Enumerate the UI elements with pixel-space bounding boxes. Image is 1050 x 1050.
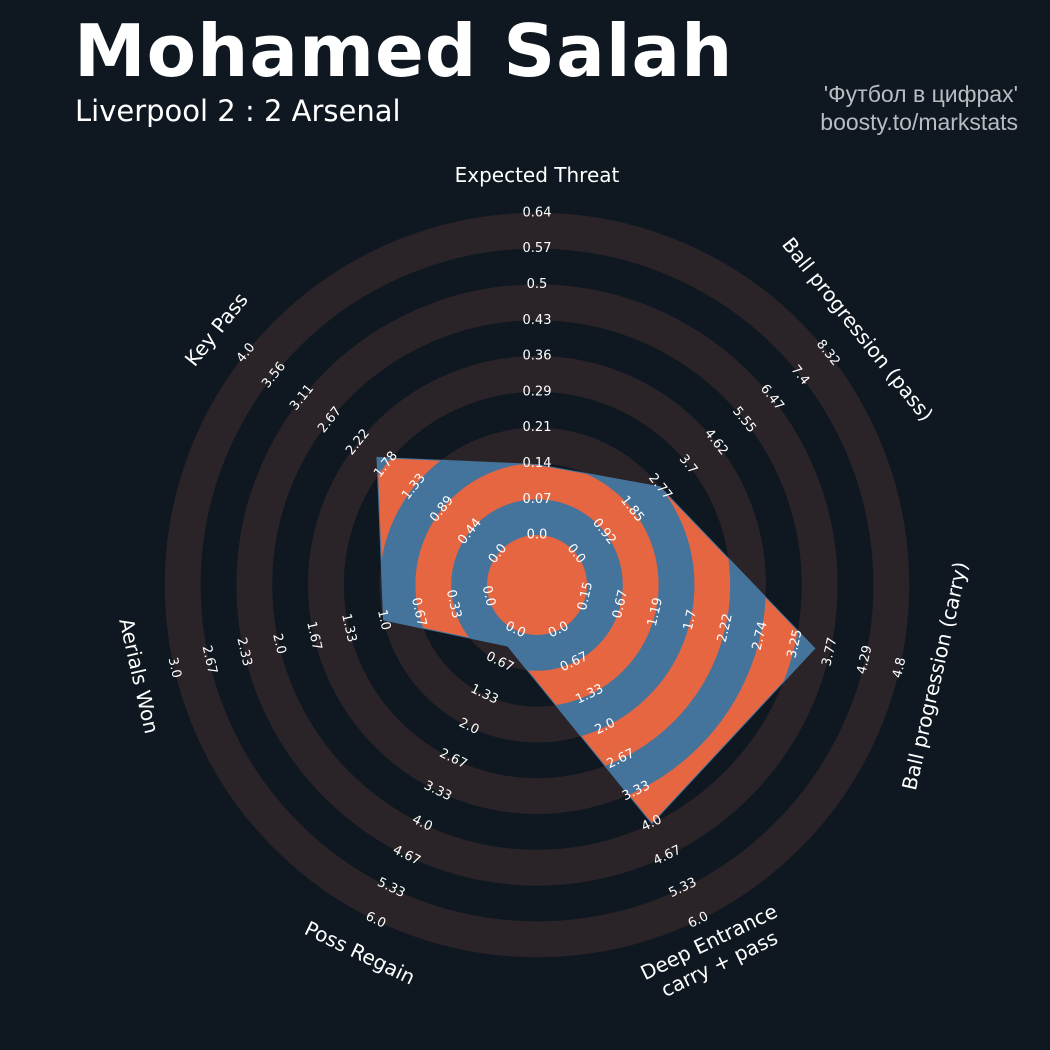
- tick-label: 0.07: [523, 492, 552, 507]
- tick-label: 4.29: [854, 644, 875, 676]
- tick-label: 0.29: [523, 384, 552, 399]
- tick-label: 3.25: [785, 628, 806, 660]
- tick-label: 2.0: [269, 632, 288, 656]
- tick-label: 0.43: [523, 313, 552, 328]
- tick-label: 2.74: [750, 620, 771, 652]
- tick-label: 0.33: [443, 588, 464, 620]
- tick-label: 0.21: [523, 420, 552, 435]
- match-subtitle: Liverpool 2 : 2 Arsenal: [75, 94, 401, 128]
- tick-label: 1.67: [303, 620, 324, 652]
- axis-label: Aerials Won: [114, 616, 164, 736]
- tick-label: 0.15: [575, 580, 596, 612]
- axis-label: Expected Threat: [455, 163, 620, 187]
- data-polygon-outline: [376, 456, 816, 825]
- tick-label: 0.57: [523, 241, 552, 256]
- tick-label: 2.33: [233, 636, 254, 668]
- credit-channel-name: 'Футбол в цифрах': [823, 81, 1018, 107]
- axis-label-line: Aerials Won: [114, 616, 164, 736]
- fill-band: [451, 499, 623, 671]
- tick-label: 2.22: [715, 612, 736, 644]
- tick-label: 0.64: [523, 205, 552, 220]
- grid-band: [236, 284, 838, 886]
- tick-label: 0.14: [523, 456, 552, 471]
- credit-block: 'Футбол в цифрах' boosty.to/markstats: [820, 80, 1018, 136]
- tick-label: 1.19: [645, 596, 666, 628]
- tick-label: 1.7: [681, 608, 700, 632]
- tick-label: 0.0: [479, 584, 498, 608]
- tick-label: 0.67: [408, 596, 429, 628]
- grid-band: [164, 212, 910, 958]
- tick-label: 3.77: [819, 636, 840, 668]
- player-name-title: Mohamed Salah: [74, 9, 734, 93]
- tick-label: 0.67: [610, 588, 631, 620]
- credit-url: boosty.to/markstats: [820, 109, 1018, 135]
- tick-label: 1.33: [338, 612, 359, 644]
- tick-label: 3.0: [165, 656, 184, 680]
- tick-label: 4.8: [890, 656, 909, 680]
- tick-label: 0.0: [527, 528, 548, 543]
- tick-label: 2.67: [199, 644, 220, 676]
- tick-label: 1.0: [374, 608, 393, 632]
- axis-label-line: Expected Threat: [455, 163, 620, 187]
- tick-label: 0.36: [523, 349, 552, 364]
- tick-label: 0.5: [527, 277, 548, 292]
